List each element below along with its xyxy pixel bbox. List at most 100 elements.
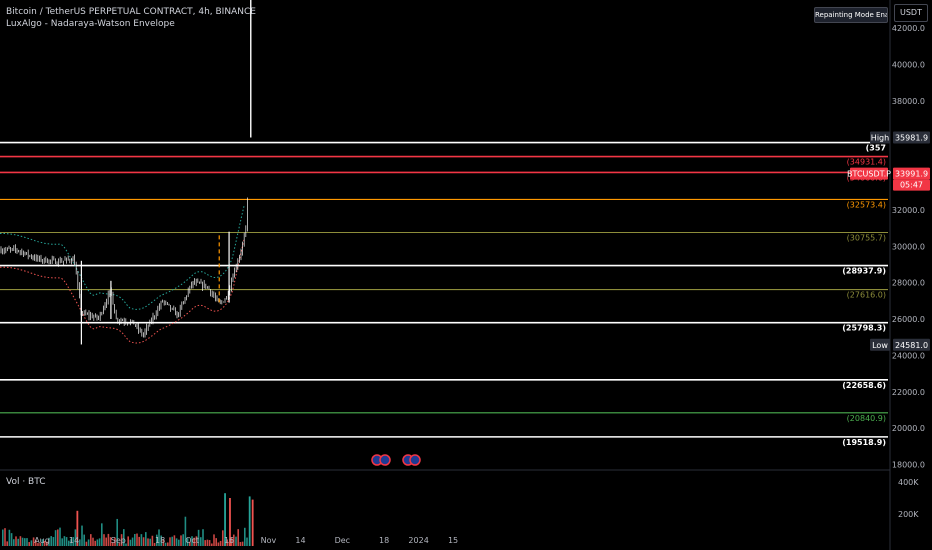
symbol-title[interactable]: Bitcoin / TetherUS PERPETUAL CONTRACT, 4…	[6, 7, 256, 17]
volume-bar	[65, 537, 68, 546]
level-lines: (357(34931.4)(34060.6)(32573.4)(30755.7)…	[0, 141, 888, 447]
volume-bar	[120, 534, 123, 546]
countdown-tag: 05:47	[900, 181, 923, 190]
volume-bar	[116, 518, 118, 546]
volume-bar	[145, 532, 147, 546]
low-label: Low	[872, 341, 888, 350]
volume-bar	[76, 510, 79, 546]
volume-bar	[219, 540, 222, 546]
event-flags-icon[interactable]	[371, 454, 421, 466]
level-label: (19518.9)	[842, 438, 886, 447]
volume-bar	[15, 536, 17, 546]
volume-bar	[32, 537, 35, 546]
volume-bar	[43, 540, 46, 546]
volume-bar	[251, 499, 254, 546]
volume-bar	[30, 540, 33, 546]
price-tick: 38000.0	[892, 97, 925, 106]
level-label: (30755.7)	[847, 234, 886, 243]
volume-bar	[217, 542, 220, 546]
volume-bar	[226, 539, 228, 546]
volume-bar	[92, 537, 94, 546]
price-axis[interactable]: 42000.0 40000.0 38000.0 32000.0 30000.0 28000…	[892, 24, 925, 470]
volume-bar	[173, 535, 176, 546]
volume-bar	[202, 529, 204, 546]
time-tick: 15	[448, 536, 458, 545]
volume-bar	[8, 529, 11, 546]
volume-bar	[72, 537, 74, 546]
volume-bar	[200, 537, 202, 546]
volume-bar	[129, 539, 132, 546]
volume-bar	[239, 542, 242, 546]
volume-bar	[109, 537, 112, 546]
volume-bar	[169, 537, 171, 546]
time-tick: 2024	[408, 536, 428, 545]
volume-bar	[24, 538, 26, 546]
volume-bar	[237, 529, 239, 546]
level-label: (22658.6)	[842, 381, 886, 390]
price-tick: 30000.0	[892, 242, 925, 251]
volume-bar	[70, 538, 72, 546]
volume-bar	[105, 537, 107, 546]
volume-bar	[131, 537, 134, 546]
volume-bar	[182, 534, 184, 546]
volume-bar	[17, 538, 19, 546]
volume-bar	[61, 538, 63, 546]
volume-bar	[246, 537, 248, 546]
volume-bar	[149, 538, 151, 546]
volume-axis[interactable]: 400K 200K	[898, 478, 919, 519]
time-axis[interactable]: Aug 14 Sep 18 Oct 16 Nov 14 Dec 18 2024 15	[34, 536, 458, 545]
time-tick: Sep	[111, 536, 126, 545]
time-tick: Aug	[34, 536, 50, 545]
volume-bar	[103, 534, 105, 546]
volume-bar	[140, 534, 143, 546]
time-tick: 18	[379, 536, 389, 545]
indicator-title[interactable]: LuxAlgo - Nadaraya-Watson Envelope	[6, 19, 175, 29]
volume-bar	[118, 542, 121, 546]
price-tick: 24000.0	[892, 351, 925, 360]
volume-bar	[125, 543, 127, 546]
volume-bar	[21, 537, 24, 546]
volume-bar	[175, 538, 178, 546]
level-label: (28937.9)	[842, 267, 886, 276]
volume-bar	[2, 529, 4, 546]
volume-bar	[142, 537, 145, 546]
volume-bar	[136, 533, 138, 546]
low-value-box	[893, 338, 930, 351]
time-tick: 14	[295, 536, 305, 545]
price-tick: 18000.0	[892, 461, 925, 470]
price-tick: 40000.0	[892, 60, 925, 69]
low-label-box	[870, 338, 890, 351]
volume-bar	[123, 529, 125, 546]
volume-bar	[4, 528, 6, 546]
volume-bar	[10, 533, 13, 546]
level-label: (32573.4)	[847, 200, 886, 209]
volume-bar	[68, 540, 70, 546]
volume-bar	[197, 529, 200, 546]
volume-bar	[195, 536, 198, 546]
volume-bar	[178, 539, 180, 546]
volume-bar	[244, 527, 246, 546]
volume-bar	[74, 529, 77, 546]
level-label: (20840.9)	[847, 414, 886, 423]
axis-tags: High 35981.9 Low 24581.0 BTCUSDT.P 33991.9 05:…	[847, 131, 930, 351]
price-tick: 32000.0	[892, 206, 925, 215]
economic-events[interactable]	[371, 454, 421, 466]
volume-bar	[235, 536, 237, 546]
currency-selector[interactable]: USDT	[894, 4, 928, 22]
current-symbol-tag: BTCUSDT.P	[847, 170, 891, 179]
volume-bar	[90, 534, 92, 546]
level-label: (25798.3)	[842, 324, 886, 333]
volume-bar	[230, 537, 233, 546]
volume-bar	[156, 534, 158, 546]
volume-bar	[81, 525, 83, 546]
high-label-box	[870, 131, 890, 144]
volume-title[interactable]: Vol · BTC	[6, 477, 46, 487]
volume-bar	[50, 536, 52, 546]
volume-bar	[162, 539, 165, 546]
volume-tick: 400K	[898, 478, 919, 487]
volume-bar	[41, 539, 44, 546]
volume-bar	[46, 541, 48, 546]
volume-bar	[83, 534, 85, 546]
volume-bar	[171, 536, 173, 546]
